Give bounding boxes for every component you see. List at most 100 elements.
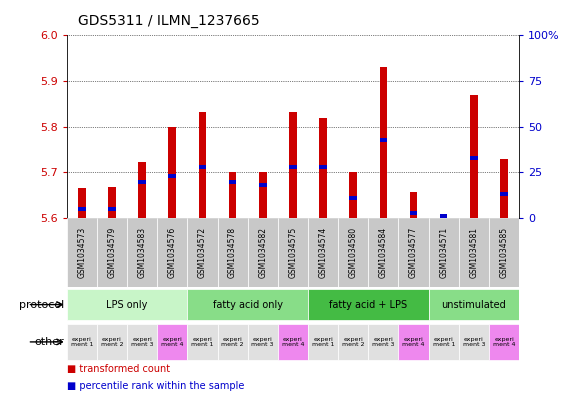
Text: experi
ment 3: experi ment 3 <box>463 336 485 347</box>
Bar <box>198 165 206 169</box>
Bar <box>338 324 368 360</box>
Bar <box>308 218 338 287</box>
Bar <box>169 127 176 218</box>
Bar <box>157 324 187 360</box>
Bar <box>187 288 308 320</box>
Bar <box>108 187 116 218</box>
Bar <box>218 218 248 287</box>
Text: experi
ment 4: experi ment 4 <box>161 336 183 347</box>
Text: GSM1034580: GSM1034580 <box>349 227 358 278</box>
Bar <box>198 112 206 218</box>
Text: experi
ment 3: experi ment 3 <box>131 336 153 347</box>
Bar <box>470 95 478 218</box>
Text: fatty acid only: fatty acid only <box>213 299 282 310</box>
Bar <box>349 196 357 200</box>
Bar <box>278 324 308 360</box>
Text: ■ percentile rank within the sample: ■ percentile rank within the sample <box>67 381 244 391</box>
Bar <box>138 180 146 184</box>
Bar <box>308 324 338 360</box>
Text: GSM1034575: GSM1034575 <box>288 227 298 278</box>
Bar <box>229 180 237 184</box>
Bar <box>500 159 508 218</box>
Text: fatty acid + LPS: fatty acid + LPS <box>329 299 407 310</box>
Bar <box>67 218 97 287</box>
Text: GSM1034581: GSM1034581 <box>469 227 478 278</box>
Text: protocol: protocol <box>19 299 64 310</box>
Text: experi
ment 1: experi ment 1 <box>433 336 455 347</box>
Bar <box>379 67 387 218</box>
Text: experi
ment 1: experi ment 1 <box>191 336 213 347</box>
Text: experi
ment 3: experi ment 3 <box>252 336 274 347</box>
Bar <box>489 324 519 360</box>
Text: ■ transformed count: ■ transformed count <box>67 364 170 373</box>
Text: experi
ment 1: experi ment 1 <box>312 336 334 347</box>
Bar <box>308 288 429 320</box>
Text: unstimulated: unstimulated <box>441 299 506 310</box>
Text: experi
ment 3: experi ment 3 <box>372 336 394 347</box>
Bar <box>108 207 116 211</box>
Bar <box>127 218 157 287</box>
Bar <box>319 118 327 218</box>
Text: GSM1034576: GSM1034576 <box>168 227 177 278</box>
Bar <box>459 218 489 287</box>
Bar <box>409 192 418 218</box>
Bar <box>440 216 448 218</box>
Bar <box>289 112 297 218</box>
Bar <box>138 162 146 218</box>
Bar <box>429 324 459 360</box>
Text: LPS only: LPS only <box>106 299 148 310</box>
Text: experi
ment 2: experi ment 2 <box>222 336 244 347</box>
Text: GSM1034578: GSM1034578 <box>228 227 237 278</box>
Text: experi
ment 2: experi ment 2 <box>101 336 123 347</box>
Bar <box>67 288 187 320</box>
Bar <box>78 188 86 218</box>
Text: experi
ment 4: experi ment 4 <box>403 336 425 347</box>
Text: GSM1034582: GSM1034582 <box>258 227 267 278</box>
Bar <box>229 173 237 218</box>
Text: GSM1034574: GSM1034574 <box>318 227 328 278</box>
Bar <box>429 288 519 320</box>
Text: GSM1034577: GSM1034577 <box>409 227 418 278</box>
Text: experi
ment 2: experi ment 2 <box>342 336 364 347</box>
Bar <box>97 218 127 287</box>
Bar <box>398 324 429 360</box>
Bar <box>259 173 267 218</box>
Text: GSM1034583: GSM1034583 <box>137 227 147 278</box>
Bar <box>379 138 387 141</box>
Bar <box>289 165 297 169</box>
Bar <box>440 214 448 218</box>
Bar <box>500 192 508 196</box>
Bar <box>187 324 218 360</box>
Bar <box>470 156 478 160</box>
Bar <box>368 324 398 360</box>
Text: GSM1034573: GSM1034573 <box>77 227 86 278</box>
Bar <box>368 218 398 287</box>
Bar <box>127 324 157 360</box>
Bar <box>489 218 519 287</box>
Bar <box>278 218 308 287</box>
Text: GSM1034572: GSM1034572 <box>198 227 207 278</box>
Text: experi
ment 4: experi ment 4 <box>493 336 515 347</box>
Text: GSM1034585: GSM1034585 <box>499 227 509 278</box>
Bar <box>349 173 357 218</box>
Text: experi
ment 4: experi ment 4 <box>282 336 304 347</box>
Text: other: other <box>34 337 64 347</box>
Bar <box>78 207 86 211</box>
Text: experi
ment 1: experi ment 1 <box>71 336 93 347</box>
Bar <box>187 218 218 287</box>
Bar <box>157 218 187 287</box>
Bar <box>248 218 278 287</box>
Bar <box>259 183 267 187</box>
Text: GSM1034579: GSM1034579 <box>107 227 117 278</box>
Bar <box>169 174 176 178</box>
Bar <box>97 324 127 360</box>
Bar <box>429 218 459 287</box>
Bar <box>409 211 418 215</box>
Bar <box>319 165 327 169</box>
Bar <box>459 324 489 360</box>
Bar <box>218 324 248 360</box>
Text: GSM1034584: GSM1034584 <box>379 227 388 278</box>
Text: GDS5311 / ILMN_1237665: GDS5311 / ILMN_1237665 <box>78 13 260 28</box>
Bar <box>248 324 278 360</box>
Text: GSM1034571: GSM1034571 <box>439 227 448 278</box>
